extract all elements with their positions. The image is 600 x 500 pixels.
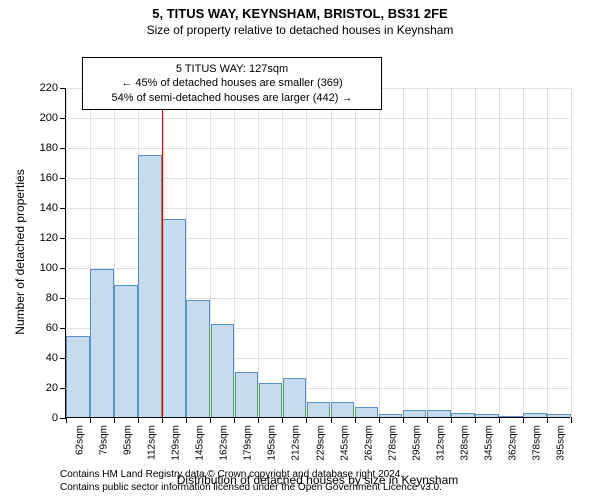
x-gridline bbox=[499, 88, 500, 417]
y-tick-label: 200 bbox=[40, 112, 66, 124]
x-tick bbox=[451, 417, 452, 423]
x-tick bbox=[186, 417, 187, 423]
x-gridline bbox=[523, 88, 524, 417]
x-tick-label: 79sqm bbox=[95, 417, 110, 455]
histogram-bar bbox=[211, 324, 235, 417]
x-tick-label: 145sqm bbox=[191, 417, 206, 461]
x-tick-label: 212sqm bbox=[287, 417, 302, 461]
page-subtitle: Size of property relative to detached ho… bbox=[0, 23, 600, 39]
x-tick bbox=[355, 417, 356, 423]
x-gridline bbox=[234, 88, 235, 417]
histogram-bar bbox=[138, 155, 162, 418]
histogram-bar bbox=[331, 402, 355, 417]
x-tick-label: 245sqm bbox=[335, 417, 350, 461]
x-tick-label: 95sqm bbox=[119, 417, 134, 455]
annotation-line: 54% of semi-detached houses are larger (… bbox=[91, 91, 373, 105]
x-gridline bbox=[451, 88, 452, 417]
histogram-bar bbox=[235, 372, 259, 417]
x-tick bbox=[306, 417, 307, 423]
x-tick-label: 345sqm bbox=[479, 417, 494, 461]
histogram-bar bbox=[90, 269, 114, 418]
y-tick-label: 100 bbox=[40, 262, 66, 274]
x-tick bbox=[90, 417, 91, 423]
histogram-bar bbox=[66, 336, 90, 417]
y-axis-label: Number of detached properties bbox=[13, 152, 27, 352]
x-tick bbox=[499, 417, 500, 423]
footer-line-1: Contains HM Land Registry data © Crown c… bbox=[60, 468, 442, 481]
x-tick bbox=[547, 417, 548, 423]
x-tick-label: 328sqm bbox=[455, 417, 470, 461]
x-tick bbox=[331, 417, 332, 423]
x-gridline bbox=[306, 88, 307, 417]
histogram-bar bbox=[186, 300, 210, 417]
y-gridline bbox=[66, 118, 570, 119]
y-tick-label: 20 bbox=[46, 382, 66, 394]
x-tick bbox=[210, 417, 211, 423]
x-tick-label: 229sqm bbox=[311, 417, 326, 461]
x-tick bbox=[162, 417, 163, 423]
histogram-bar bbox=[355, 407, 379, 418]
x-tick-label: 362sqm bbox=[503, 417, 518, 461]
plot-area: 02040608010012014016018020022062sqm79sqm… bbox=[65, 88, 570, 418]
x-tick bbox=[114, 417, 115, 423]
y-tick-label: 180 bbox=[40, 142, 66, 154]
x-tick bbox=[258, 417, 259, 423]
page-title: 5, TITUS WAY, KEYNSHAM, BRISTOL, BS31 2F… bbox=[0, 0, 600, 23]
x-gridline bbox=[379, 88, 380, 417]
x-tick bbox=[379, 417, 380, 423]
x-tick bbox=[282, 417, 283, 423]
x-tick bbox=[403, 417, 404, 423]
x-tick-label: 195sqm bbox=[263, 417, 278, 461]
y-tick-label: 80 bbox=[46, 292, 66, 304]
annotation-line: 5 TITUS WAY: 127sqm bbox=[91, 62, 373, 76]
x-tick-label: 262sqm bbox=[359, 417, 374, 461]
x-tick-label: 295sqm bbox=[407, 417, 422, 461]
x-tick-label: 312sqm bbox=[431, 417, 446, 461]
y-tick-label: 160 bbox=[40, 172, 66, 184]
x-tick-label: 162sqm bbox=[215, 417, 230, 461]
y-tick-label: 120 bbox=[40, 232, 66, 244]
y-gridline bbox=[66, 148, 570, 149]
histogram-bar bbox=[307, 402, 331, 417]
x-tick-label: 179sqm bbox=[239, 417, 254, 461]
x-tick bbox=[427, 417, 428, 423]
footer-line-2: Contains public sector information licen… bbox=[60, 481, 442, 494]
x-tick bbox=[234, 417, 235, 423]
x-tick-label: 62sqm bbox=[71, 417, 86, 455]
x-tick-label: 378sqm bbox=[527, 417, 542, 461]
x-gridline bbox=[475, 88, 476, 417]
x-tick bbox=[571, 417, 572, 423]
x-gridline bbox=[427, 88, 428, 417]
x-tick bbox=[523, 417, 524, 423]
x-gridline bbox=[403, 88, 404, 417]
x-tick-label: 278sqm bbox=[383, 417, 398, 461]
footer-attribution: Contains HM Land Registry data © Crown c… bbox=[60, 468, 442, 494]
x-gridline bbox=[355, 88, 356, 417]
histogram-bar bbox=[114, 285, 138, 417]
x-gridline bbox=[571, 88, 572, 417]
x-gridline bbox=[282, 88, 283, 417]
x-gridline bbox=[547, 88, 548, 417]
x-gridline bbox=[331, 88, 332, 417]
annotation-line: ← 45% of detached houses are smaller (36… bbox=[91, 76, 373, 90]
histogram-bar bbox=[283, 378, 307, 417]
y-tick-label: 140 bbox=[40, 202, 66, 214]
y-tick-label: 40 bbox=[46, 352, 66, 364]
x-tick bbox=[66, 417, 67, 423]
annotation-box: 5 TITUS WAY: 127sqm← 45% of detached hou… bbox=[82, 57, 382, 110]
y-tick-label: 0 bbox=[52, 412, 66, 424]
histogram-bar bbox=[162, 219, 186, 417]
x-gridline bbox=[258, 88, 259, 417]
x-tick bbox=[138, 417, 139, 423]
x-tick bbox=[475, 417, 476, 423]
x-tick-label: 112sqm bbox=[143, 417, 158, 460]
property-marker-line bbox=[162, 88, 163, 417]
y-tick-label: 60 bbox=[46, 322, 66, 334]
x-tick-label: 129sqm bbox=[167, 417, 182, 461]
histogram-bar bbox=[259, 383, 283, 418]
x-tick-label: 395sqm bbox=[551, 417, 566, 461]
y-tick-label: 220 bbox=[40, 82, 66, 94]
